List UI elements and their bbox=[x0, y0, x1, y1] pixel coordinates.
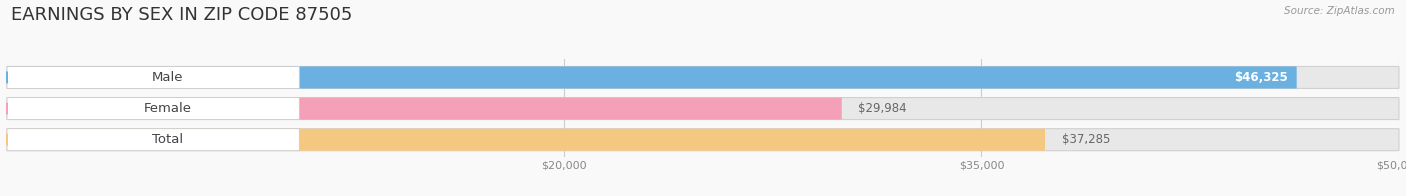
Text: $37,285: $37,285 bbox=[1062, 133, 1111, 146]
FancyBboxPatch shape bbox=[7, 66, 299, 88]
FancyBboxPatch shape bbox=[7, 129, 1399, 151]
FancyBboxPatch shape bbox=[7, 66, 1296, 88]
FancyBboxPatch shape bbox=[7, 66, 1399, 88]
FancyBboxPatch shape bbox=[7, 98, 1399, 120]
Text: $29,984: $29,984 bbox=[859, 102, 907, 115]
Text: Male: Male bbox=[152, 71, 184, 84]
Text: Source: ZipAtlas.com: Source: ZipAtlas.com bbox=[1284, 6, 1395, 16]
FancyBboxPatch shape bbox=[7, 129, 299, 151]
FancyBboxPatch shape bbox=[7, 98, 299, 120]
Text: EARNINGS BY SEX IN ZIP CODE 87505: EARNINGS BY SEX IN ZIP CODE 87505 bbox=[11, 6, 353, 24]
Text: Total: Total bbox=[152, 133, 183, 146]
Text: $46,325: $46,325 bbox=[1234, 71, 1288, 84]
Text: Female: Female bbox=[143, 102, 191, 115]
FancyBboxPatch shape bbox=[7, 98, 842, 120]
FancyBboxPatch shape bbox=[7, 129, 1045, 151]
